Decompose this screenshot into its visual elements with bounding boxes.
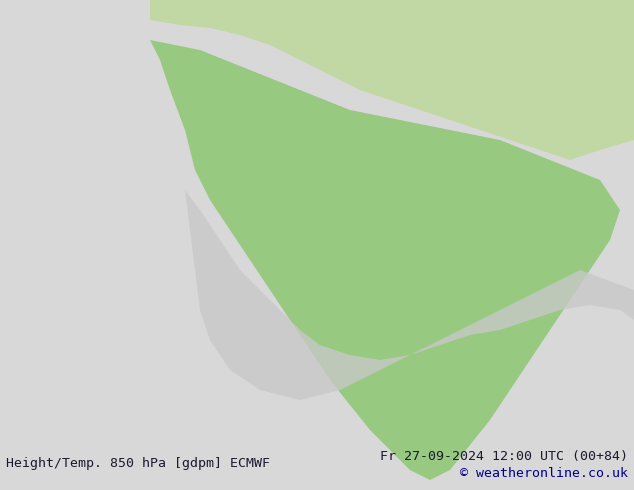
Polygon shape [150, 190, 634, 490]
Polygon shape [150, 40, 620, 480]
Polygon shape [150, 0, 634, 160]
Text: Fr 27-09-2024 12:00 UTC (00+84): Fr 27-09-2024 12:00 UTC (00+84) [380, 450, 628, 463]
Text: © weatheronline.co.uk: © weatheronline.co.uk [460, 467, 628, 480]
Text: Height/Temp. 850 hPa [gdpm] ECMWF: Height/Temp. 850 hPa [gdpm] ECMWF [6, 457, 270, 470]
